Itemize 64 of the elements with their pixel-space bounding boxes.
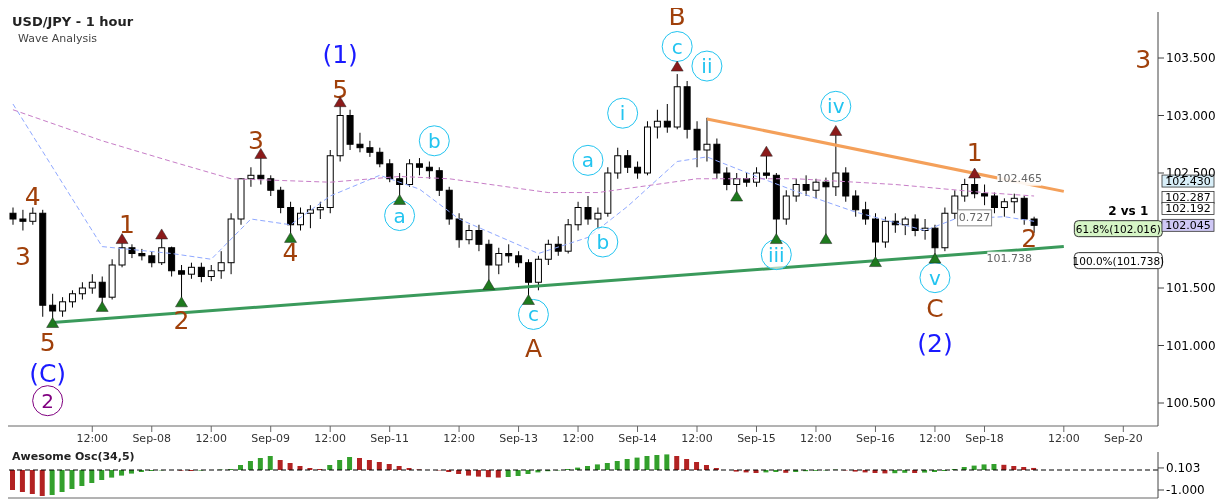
y-tick-label: 101.000: [1166, 338, 1216, 353]
annotation: b: [427, 128, 441, 153]
y-tick-label: 103.500: [1166, 51, 1216, 66]
x-tick-label: Sep-09: [251, 431, 291, 445]
x-tick-label: 12:00: [443, 431, 475, 445]
chart-title: USD/JPY - 1 hour: [12, 14, 134, 29]
annotation: 5: [39, 327, 56, 357]
annotation: a: [581, 148, 595, 173]
x-tick-label: Sep-20: [1103, 431, 1143, 445]
x-tick-label: Sep-11: [370, 431, 410, 445]
x-tick-label: Sep-08: [132, 431, 172, 445]
annotation: 4: [24, 181, 41, 211]
x-tick-label: 12:00: [195, 431, 228, 445]
annotation: c: [671, 34, 683, 59]
x-tick-label: Sep-14: [618, 431, 657, 445]
text: 102.192: [1165, 201, 1211, 215]
annotation: iv: [827, 94, 845, 119]
y-tick-label: 103.000: [1166, 108, 1216, 123]
y-tick-label: 100.500: [1166, 396, 1216, 411]
x-tick-label: Sep-13: [499, 431, 538, 445]
annotation: 102.465: [996, 172, 1042, 186]
annotation: 1: [966, 137, 983, 167]
annotation: (C): [29, 358, 67, 388]
x-tick-label: 12:00: [681, 431, 713, 445]
x-tick-label: 12:00: [314, 431, 347, 445]
annotation: 3: [1135, 44, 1152, 74]
annotation: 1: [119, 210, 135, 240]
annotation: 3: [14, 242, 31, 272]
x-tick-label: 12:00: [76, 431, 109, 445]
annotation: i: [619, 101, 626, 126]
x-tick-label: 12:00: [1047, 431, 1080, 445]
annotation: c: [527, 302, 539, 327]
chart-title: Awesome Osc(34,5): [12, 450, 135, 463]
y-tick-label: 101.500: [1166, 281, 1216, 296]
annotation: 2 vs 1: [1108, 203, 1149, 218]
annotation: 61.8%(102.016): [1075, 222, 1161, 235]
x-tick-label: 12:00: [562, 431, 594, 445]
annotation: v: [929, 265, 942, 290]
annotation: C: [926, 294, 944, 324]
x-tick-label: Sep-15: [737, 431, 776, 445]
x-tick-label: 12:00: [919, 431, 951, 445]
y-tick-label: -1.000: [1166, 483, 1205, 498]
x-tick-label: Sep-18: [965, 431, 1004, 445]
annotation: a: [393, 203, 406, 228]
annotation: b: [596, 230, 610, 254]
annotation: (1): [322, 40, 358, 70]
annotation: 2: [1021, 224, 1038, 254]
x-tick-label: Sep-16: [856, 431, 895, 445]
annotation: A: [524, 334, 542, 364]
text: Wave Analysis: [18, 32, 98, 45]
text: 102.287: [1165, 190, 1211, 204]
x-tick-label: 12:00: [800, 431, 832, 445]
annotation: 101.738: [986, 252, 1033, 266]
annotation: 0.727: [958, 211, 991, 225]
annotation: iii: [767, 242, 785, 267]
y-tick-label: 0.103: [1166, 461, 1201, 476]
annotation: 4: [282, 237, 299, 267]
text: 102.045: [1165, 218, 1211, 232]
annotation: (2): [917, 328, 953, 358]
annotation: 2: [41, 388, 55, 413]
annotation: 2: [173, 305, 190, 335]
annotation: 5: [332, 74, 349, 104]
annotation: ii: [701, 54, 713, 79]
annotation: 3: [247, 126, 264, 156]
